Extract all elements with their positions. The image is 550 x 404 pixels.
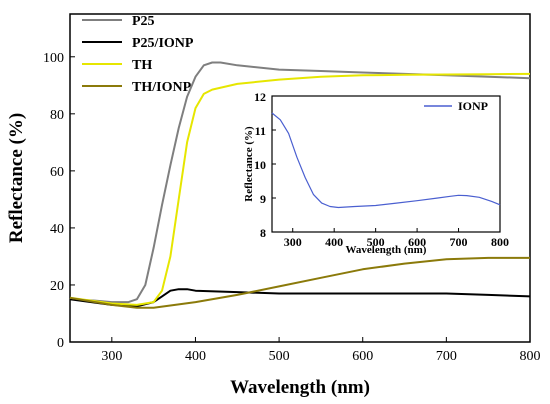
- inset-y-tick-label-1: 9: [260, 192, 266, 206]
- inset-x-tick-label-0: 300: [284, 235, 302, 249]
- main-x-tick-label-5: 800: [520, 349, 541, 364]
- inset-x-tick-label-5: 800: [491, 235, 509, 249]
- main-x-tick-label-4: 700: [436, 349, 457, 364]
- inset-plot-frame: [271, 95, 501, 233]
- inset-axes: 300 400 500 600 700 800 8 9 10 11 12: [254, 90, 509, 249]
- inset-y-tick-label-3: 11: [255, 124, 266, 138]
- main-plot-frame: [69, 13, 531, 343]
- main-y-tick-label-4: 80: [50, 108, 64, 123]
- inset-y-tick-label-4: 12: [254, 90, 266, 104]
- inset-series-line-ionp: [271, 112, 501, 209]
- main-x-tick-label-2: 500: [269, 349, 290, 364]
- main-series-group: [69, 61, 531, 309]
- inset-legend: IONP: [424, 99, 488, 113]
- inset-x-tick-label-2: 500: [367, 235, 385, 249]
- inset-y-axis-title: Reflectance (%): [243, 126, 255, 202]
- inset-x-tick-label-1: 400: [325, 235, 343, 249]
- legend-label-p25-ionp: P25/IONP: [132, 36, 194, 51]
- main-y-tick-label-1: 20: [50, 279, 64, 294]
- legend-label-th: TH: [132, 58, 152, 73]
- inset-y-tick-label-2: 10: [254, 158, 266, 172]
- main-legend: P25 P25/IONP TH TH/IONP: [82, 14, 194, 95]
- main-x-tick-label-0: 300: [101, 349, 122, 364]
- inset-x-axis-title: Wavelength (nm): [346, 244, 427, 256]
- main-series-line-th-ionp: [69, 256, 530, 309]
- inset-x-tick-label-3: 600: [408, 235, 426, 249]
- legend-label-th-ionp: TH/IONP: [132, 80, 192, 95]
- main-x-tick-label-3: 600: [352, 349, 373, 364]
- main-x-tick-label-1: 400: [185, 349, 206, 364]
- main-y-tick-label-3: 60: [50, 165, 64, 180]
- legend-label-p25: P25: [132, 14, 155, 29]
- main-y-tick-label-2: 40: [50, 222, 64, 237]
- main-y-tick-label-0: 0: [57, 336, 64, 351]
- inset-y-tick-label-0: 8: [260, 226, 266, 240]
- main-y-axis-title: Reflectance (%): [6, 113, 27, 243]
- inset-legend-label-ionp: IONP: [458, 99, 488, 113]
- inset-series-group: [271, 112, 501, 209]
- inset-x-tick-label-4: 700: [450, 235, 468, 249]
- main-series-line-p25: [69, 61, 531, 304]
- main-y-tick-label-5: 100: [43, 51, 64, 66]
- main-x-axis-title: Wavelength (nm): [230, 377, 370, 398]
- main-axes: 300 400 500 600 700 800 0 20 40 60 80 100: [43, 51, 541, 364]
- main-series-line-th: [69, 72, 531, 306]
